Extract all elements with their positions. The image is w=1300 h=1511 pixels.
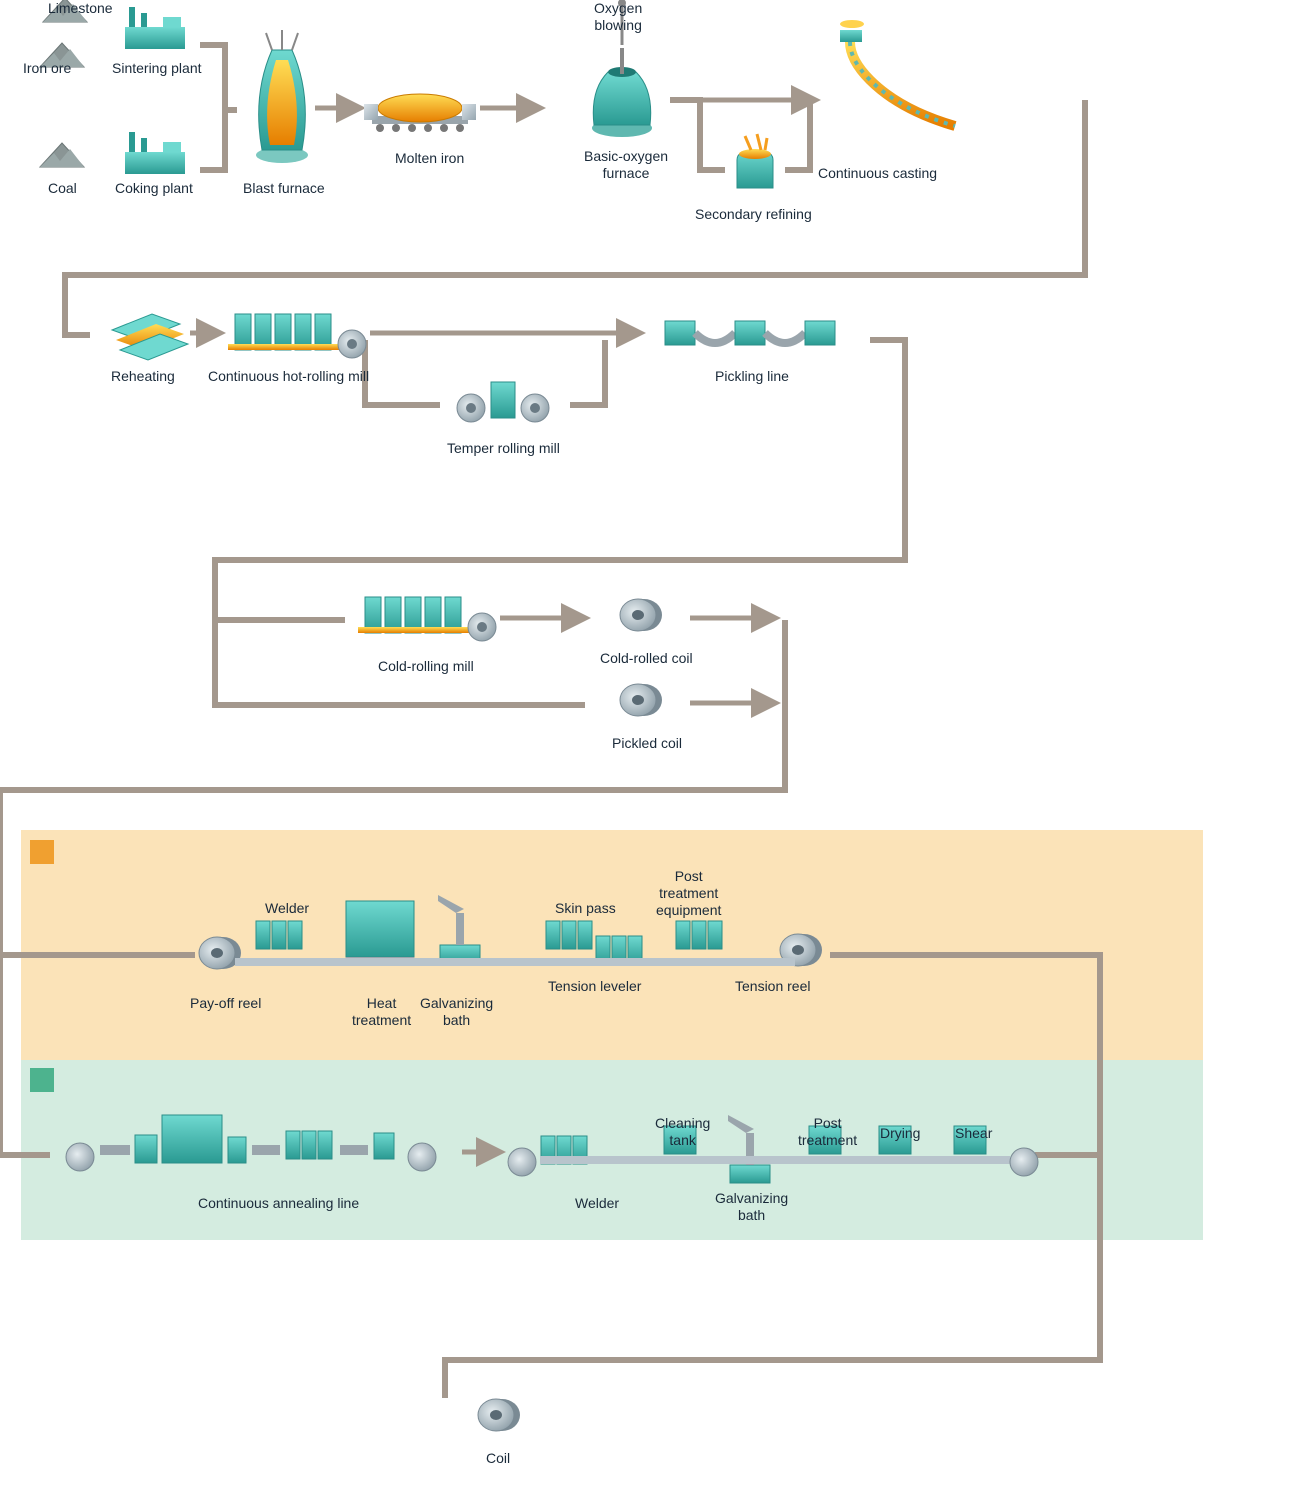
label-iron_ore: Iron ore (23, 60, 71, 77)
label-a_post: Post treatment (798, 1115, 857, 1149)
label-g_skin: Skin pass (555, 900, 616, 917)
node-g_welder (256, 921, 302, 949)
label-coking: Coking plant (115, 180, 193, 197)
label-cold_rolling: Cold-rolling mill (378, 658, 474, 675)
diagram-svg (0, 0, 1300, 1511)
label-g_treel: Tension reel (735, 978, 811, 995)
node-bof (592, 48, 652, 137)
label-cold_coil: Cold-rolled coil (600, 650, 693, 667)
label-hot_rolling: Continuous hot-rolling mill (208, 368, 369, 385)
label-secondary_ref: Secondary refining (695, 206, 812, 223)
label-coal: Coal (48, 180, 77, 197)
node-final_coil (478, 1399, 520, 1431)
label-g_post: Post treatment equipment (656, 868, 721, 918)
label-bof: Basic-oxygen furnace (584, 148, 668, 182)
node-blast_furnace (256, 30, 308, 163)
label-g_heat: Heat treatment (352, 995, 411, 1029)
label-final_coil: Coil (486, 1450, 510, 1467)
label-temper_mill: Temper rolling mill (447, 440, 560, 457)
label-cont_casting: Continuous casting (818, 165, 937, 182)
label-pickling: Pickling line (715, 368, 789, 385)
node-g_payoff (199, 937, 241, 969)
node-cold_coil (620, 599, 662, 631)
node-cold_rolling (358, 597, 496, 641)
label-a_clean: Cleaning tank (655, 1115, 710, 1149)
label-pickled_coil: Pickled coil (612, 735, 682, 752)
node-g_skin (546, 921, 592, 949)
node-molten_iron (364, 94, 476, 132)
label-sintering: Sintering plant (112, 60, 202, 77)
node-reheating (112, 314, 188, 360)
node-coking (125, 132, 185, 174)
node-secondary_ref (737, 134, 773, 188)
node-sintering (125, 7, 185, 49)
label-g_welder: Welder (265, 900, 309, 917)
label-g_payoff: Pay-off reel (190, 995, 261, 1012)
label-a_shear: Shear (955, 1125, 992, 1142)
node-temper_mill (457, 382, 549, 422)
node-pickling (665, 321, 835, 345)
label-limestone: Limestone (48, 0, 113, 17)
label-a_welder: Welder (575, 1195, 619, 1212)
node-hot_rolling (228, 314, 366, 358)
node-pickled_coil (620, 684, 662, 716)
label-a_galv: Galvanizing bath (715, 1190, 788, 1224)
label-g_tension: Tension leveler (548, 978, 641, 995)
label-reheating: Reheating (111, 368, 175, 385)
label-a_anneal: Continuous annealing line (198, 1195, 359, 1212)
label-a_dry: Drying (880, 1125, 920, 1142)
label-oxygen_blowing: Oxygen blowing (594, 0, 642, 34)
node-cont_casting (840, 20, 955, 126)
label-blast_furnace: Blast furnace (243, 180, 325, 197)
node-coal (40, 143, 84, 167)
label-g_galv: Galvanizing bath (420, 995, 493, 1029)
node-g_heat (346, 901, 414, 965)
node-g_post (676, 921, 722, 949)
label-molten_iron: Molten iron (395, 150, 464, 167)
